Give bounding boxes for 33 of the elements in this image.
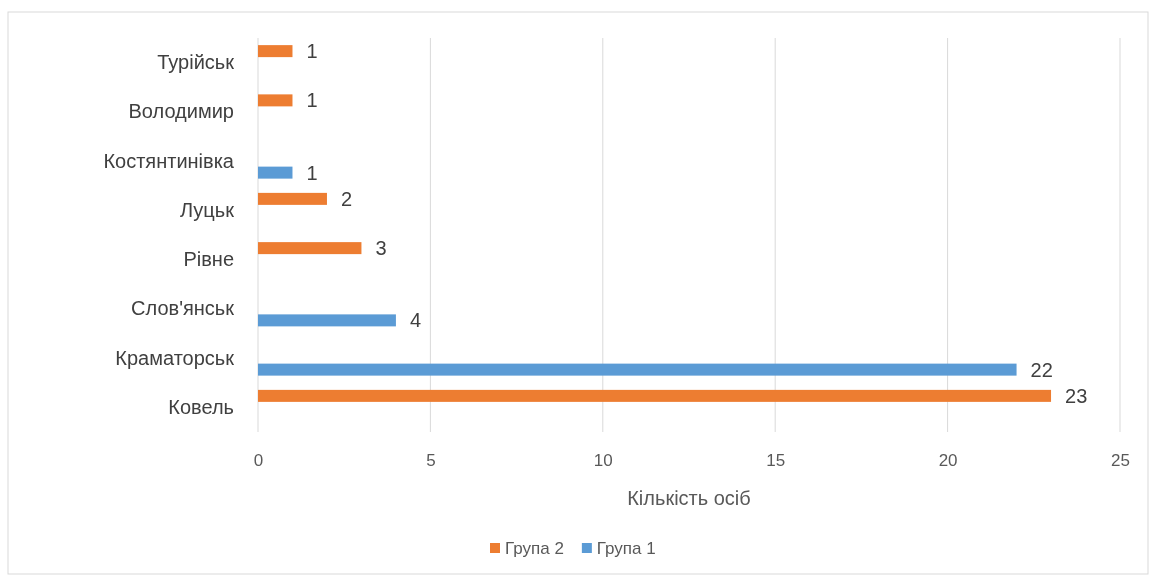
y-tick-label: Слов'янськ [131, 297, 235, 320]
bar [258, 389, 1052, 402]
bar [258, 45, 293, 58]
y-tick-label: Володимир [128, 100, 234, 123]
data-label: 1 [306, 40, 318, 63]
x-tick-label: 15 [766, 451, 786, 471]
legend-label: Група 1 [596, 539, 656, 558]
y-tick-label: Рівне [183, 248, 234, 271]
bar [258, 363, 1017, 376]
x-tick-label: 20 [938, 451, 958, 471]
bar [258, 192, 327, 205]
data-label: 3 [375, 237, 387, 260]
data-label: 1 [306, 89, 318, 112]
y-tick-label: Краматорськ [115, 346, 235, 369]
data-label: 2 [340, 187, 353, 210]
y-tick-label: Ковель [168, 395, 234, 418]
x-tick-label: 5 [426, 451, 436, 471]
y-tick-label: Луцьк [180, 198, 235, 221]
bar [258, 242, 362, 255]
x-axis-title: Кількість осіб [627, 487, 751, 509]
y-tick-label: Турійськ [157, 51, 235, 74]
x-tick-label: 25 [1111, 451, 1130, 471]
data-label: 4 [409, 309, 422, 332]
x-tick-label: 0 [253, 451, 264, 471]
y-tick-label: Костянтинівка [103, 149, 235, 172]
data-label: 23 [1065, 384, 1088, 407]
data-label: 22 [1030, 358, 1053, 381]
data-label: 1 [306, 161, 318, 184]
bar [258, 94, 293, 107]
legend-label: Група 2 [505, 539, 564, 558]
bar [258, 166, 293, 179]
x-tick-label: 10 [593, 451, 613, 471]
bar [258, 314, 396, 327]
